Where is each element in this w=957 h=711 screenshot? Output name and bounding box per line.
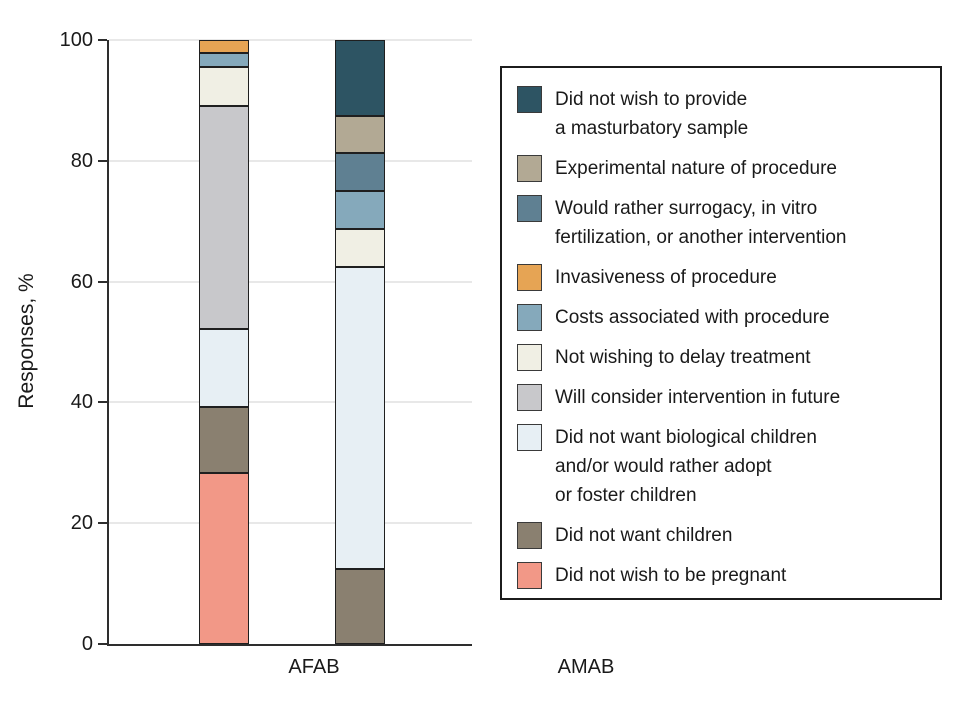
- legend-label-invasiveness: Invasiveness of procedure: [555, 267, 777, 288]
- y-tick-label-60: 60: [70, 270, 93, 293]
- y-tick-label-0: 0: [81, 633, 93, 655]
- gridline-40: [109, 401, 472, 404]
- costs-swatch: [517, 304, 542, 331]
- bar-segment-no-children: [335, 568, 385, 644]
- legend-label-consider-future: Will consider intervention in future: [555, 387, 841, 408]
- y-axis-title: Responses, %: [15, 273, 38, 409]
- y-tick-100: [98, 39, 107, 41]
- legend-label-no-pregnancy: Did not wish to be pregnant: [555, 565, 787, 586]
- legend-item-invasiveness: Invasiveness of procedure: [517, 263, 926, 292]
- masturbatory-sample-swatch: [517, 86, 542, 113]
- legend-label-delay-treatment: Not wishing to delay treatment: [555, 347, 811, 368]
- y-tick-80: [98, 159, 107, 162]
- legend-label-no-children: Did not want children: [555, 525, 733, 546]
- bar-amab: AMAB: [335, 40, 614, 678]
- legend-item-no-pregnancy: Did not wish to be pregnant: [517, 561, 926, 590]
- legend-label-experimental-nature: Experimental nature of procedure: [555, 158, 837, 179]
- legend-item-masturbatory-sample: Did not wish to provide a masturbatory sa…: [517, 85, 926, 143]
- y-tick-label-20: 20: [70, 512, 93, 535]
- legend-item-surrogacy-ivf: Would rather surrogacy, in vitro fertiliz…: [517, 194, 926, 252]
- y-tick-60: [98, 280, 107, 283]
- legend-item-no-bio-children: Did not want biological children and/or w…: [517, 423, 926, 510]
- legend-label-no-bio-children: Did not want biological children and/or w…: [555, 427, 817, 506]
- delay-treatment-swatch: [517, 344, 542, 371]
- gridline-100: [109, 39, 472, 41]
- surrogacy-ivf-swatch: [517, 195, 542, 222]
- y-tick-20: [98, 522, 107, 525]
- no-children-swatch: [517, 522, 542, 549]
- legend-label-surrogacy-ivf: Would rather surrogacy, in vitro fertiliz…: [555, 198, 847, 248]
- bar-segment-consider-future: [199, 105, 249, 329]
- y-tick-label-80: 80: [70, 149, 93, 172]
- gridline-20: [109, 522, 472, 525]
- bar-afab: AFAB: [199, 40, 340, 678]
- bar-segment-no-bio-children: [335, 266, 385, 569]
- bar-segment-no-bio-children: [199, 328, 249, 408]
- bar-segment-no-pregnancy: [199, 473, 249, 644]
- legend-item-no-children: Did not want children: [517, 521, 926, 550]
- y-tick-label-40: 40: [70, 391, 93, 414]
- legend-label-costs: Costs associated with procedure: [555, 307, 830, 328]
- bar-segment-delay-treatment: [335, 228, 385, 267]
- legend-item-costs: Costs associated with procedure: [517, 303, 926, 332]
- bar-segment-costs: [335, 191, 385, 229]
- gridline-60: [109, 280, 472, 283]
- y-tick-40: [98, 401, 107, 404]
- bar-segment-no-children: [199, 407, 249, 474]
- bar-segment-masturbatory-sample: [335, 40, 385, 116]
- experimental-nature-swatch: [517, 155, 542, 182]
- legend-label-masturbatory-sample: Did not wish to provide a masturbatory sa…: [555, 89, 749, 139]
- plot-area: 0 20 40 60 80 100 AFAB AMAB: [60, 29, 615, 678]
- y-tick-label-100: 100: [59, 29, 93, 51]
- gridline-80: [109, 159, 472, 162]
- legend-item-experimental-nature: Experimental nature of procedure: [517, 154, 926, 183]
- legend-item-consider-future: Will consider intervention in future: [517, 383, 926, 412]
- y-tick-0: [98, 643, 107, 645]
- no-bio-children-swatch: [517, 424, 542, 451]
- consider-future-swatch: [517, 384, 542, 411]
- bar-segment-costs: [199, 53, 249, 67]
- legend: Did not wish to provide a masturbatory sa…: [500, 66, 942, 600]
- bar-segment-invasiveness: [199, 40, 249, 54]
- x-axis-label-afab: AFAB: [288, 656, 340, 678]
- legend-item-delay-treatment: Not wishing to delay treatment: [517, 343, 926, 372]
- no-pregnancy-swatch: [517, 562, 542, 589]
- invasiveness-swatch: [517, 264, 542, 291]
- bar-segment-experimental-nature: [335, 115, 385, 154]
- x-axis-label-amab: AMAB: [557, 656, 615, 678]
- bar-segment-surrogacy-ivf: [335, 153, 385, 191]
- bar-segment-delay-treatment: [199, 66, 249, 106]
